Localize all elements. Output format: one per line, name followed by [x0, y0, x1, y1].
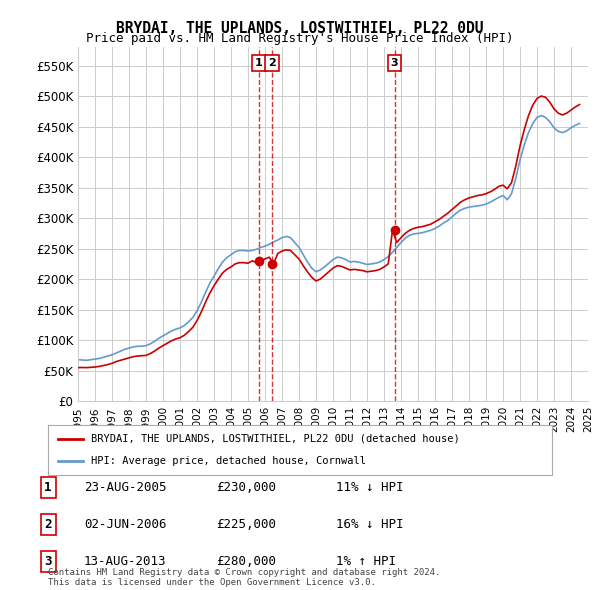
Text: 1% ↑ HPI: 1% ↑ HPI [336, 555, 396, 568]
Text: £225,000: £225,000 [216, 518, 276, 531]
Text: 2: 2 [44, 518, 52, 531]
Text: BRYDAI, THE UPLANDS, LOSTWITHIEL, PL22 0DU (detached house): BRYDAI, THE UPLANDS, LOSTWITHIEL, PL22 0… [91, 434, 460, 444]
Text: 11% ↓ HPI: 11% ↓ HPI [336, 481, 404, 494]
Text: 23-AUG-2005: 23-AUG-2005 [84, 481, 167, 494]
Text: 02-JUN-2006: 02-JUN-2006 [84, 518, 167, 531]
Text: 3: 3 [44, 555, 52, 568]
Text: 2: 2 [268, 58, 276, 68]
Text: 1: 1 [44, 481, 52, 494]
Text: HPI: Average price, detached house, Cornwall: HPI: Average price, detached house, Corn… [91, 456, 366, 466]
Text: 1: 1 [255, 58, 263, 68]
Text: £230,000: £230,000 [216, 481, 276, 494]
Text: Contains HM Land Registry data © Crown copyright and database right 2024.
This d: Contains HM Land Registry data © Crown c… [48, 568, 440, 587]
Text: 3: 3 [391, 58, 398, 68]
Text: Price paid vs. HM Land Registry's House Price Index (HPI): Price paid vs. HM Land Registry's House … [86, 32, 514, 45]
Text: £280,000: £280,000 [216, 555, 276, 568]
Text: 13-AUG-2013: 13-AUG-2013 [84, 555, 167, 568]
Text: 16% ↓ HPI: 16% ↓ HPI [336, 518, 404, 531]
Text: BRYDAI, THE UPLANDS, LOSTWITHIEL, PL22 0DU: BRYDAI, THE UPLANDS, LOSTWITHIEL, PL22 0… [116, 21, 484, 35]
